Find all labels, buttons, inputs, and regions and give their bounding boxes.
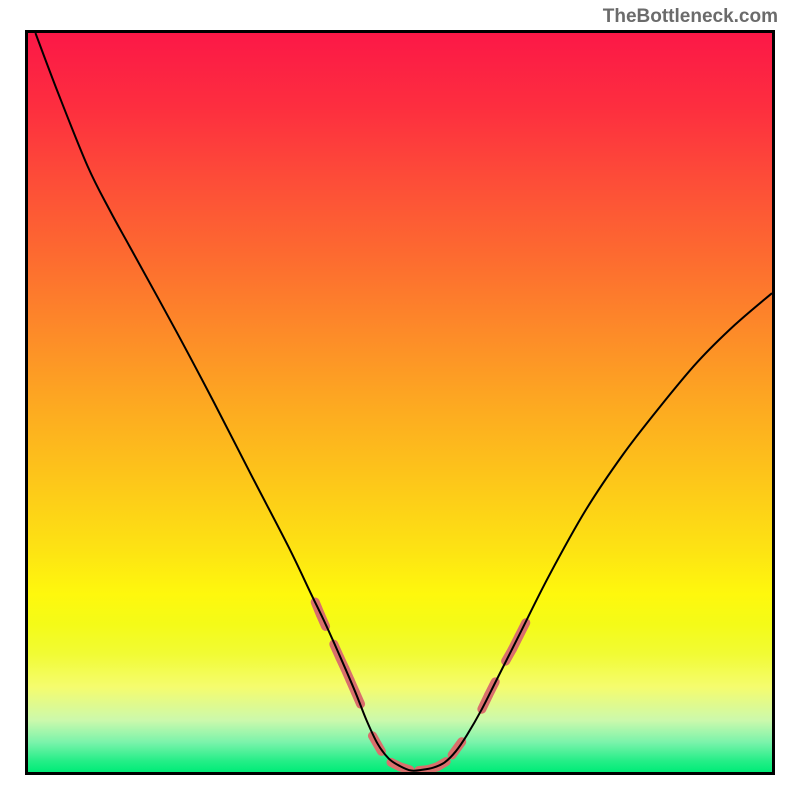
chart-container: TheBottleneck.com (0, 0, 800, 800)
gradient-background (28, 33, 772, 772)
plot-svg (28, 33, 772, 772)
plot-area (25, 30, 775, 775)
watermark-text: TheBottleneck.com (603, 6, 778, 28)
